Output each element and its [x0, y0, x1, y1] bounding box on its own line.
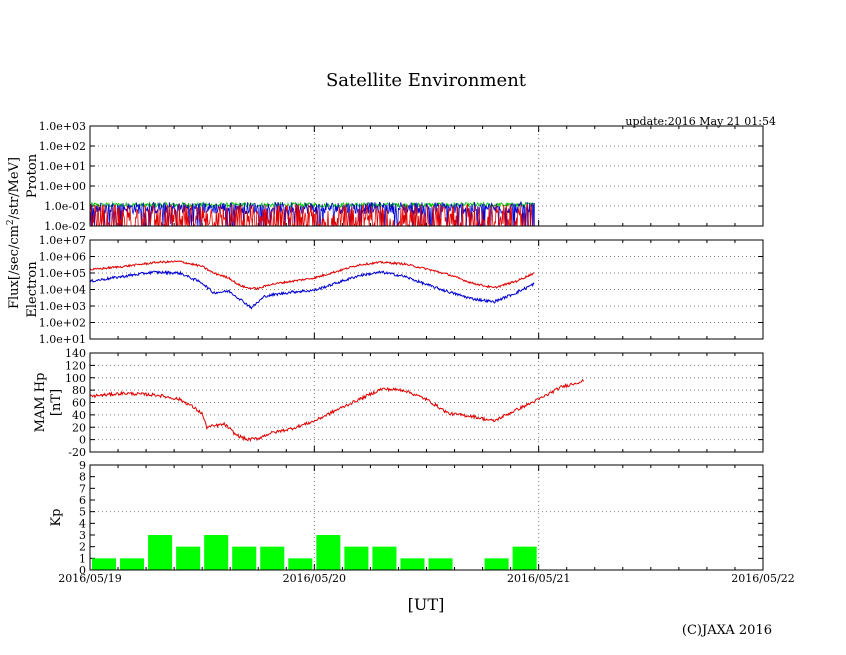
x-tick-label: 2016/05/19 — [58, 572, 121, 585]
y-tick-label: 9 — [79, 459, 86, 472]
series-red-line — [89, 259, 535, 291]
y-tick-label: 3 — [79, 529, 86, 542]
y-tick-label: 1.0e+05 — [39, 267, 86, 280]
y-tick-label: 1.0e+04 — [39, 284, 86, 297]
series-blue-line — [89, 200, 535, 227]
y-tick-label: 140 — [65, 347, 86, 360]
kp-bar — [204, 535, 229, 570]
kp-bar — [372, 546, 397, 570]
flux-label-superscript: 2 — [6, 219, 16, 225]
kp-bar — [288, 558, 313, 570]
y-tick-label: 1.0e+01 — [39, 333, 86, 346]
panel-frame — [89, 352, 764, 453]
x-tick-label: 2016/05/22 — [731, 572, 794, 585]
y-tick-label: 80 — [72, 384, 86, 397]
y-tick-label: 0 — [79, 564, 86, 577]
y-tick-label: 100 — [65, 372, 86, 385]
y-tick-label: 1.0e+03 — [39, 300, 86, 313]
y-tick-label: 8 — [79, 471, 86, 484]
kp-bar — [344, 546, 369, 570]
kp-bar — [400, 558, 425, 570]
y-tick-label: 1.0e+02 — [39, 317, 86, 330]
panel-electron-label: Electron — [25, 261, 40, 318]
x-axis-title: [UT] — [408, 595, 445, 614]
copyright-text: (C)JAXA 2016 — [682, 623, 772, 638]
x-tick-label: 2016/05/20 — [283, 572, 346, 585]
panel-frame — [89, 239, 764, 340]
panel-frame — [89, 125, 764, 227]
y-tick-label: 1.0e+00 — [39, 180, 86, 193]
y-tick-label: 1.0e-01 — [44, 200, 86, 213]
kp-bar — [120, 558, 145, 570]
y-tick-label: 1.0e+03 — [39, 120, 86, 133]
kp-bar — [176, 546, 201, 570]
y-tick-label: 0 — [79, 434, 86, 447]
y-tick-label: 6 — [79, 494, 86, 507]
y-tick-label: 1.0e-02 — [44, 220, 86, 233]
y-tick-label: 1.0e+07 — [39, 234, 86, 247]
kp-bar — [92, 558, 117, 570]
series-blue-line — [89, 270, 535, 310]
panel-proton-label: Proton — [25, 153, 40, 198]
y-tick-label: 60 — [72, 397, 86, 410]
chart-title: Satellite Environment — [326, 70, 527, 91]
y-tick-label: 1.0e+01 — [39, 160, 86, 173]
panel-kp-label: Kp — [49, 508, 64, 526]
x-tick-label: 2016/05/21 — [507, 572, 570, 585]
y-tick-label: 120 — [65, 359, 86, 372]
kp-bar — [316, 535, 341, 570]
y-tick-label: 1.0e+06 — [39, 251, 86, 264]
y-tick-label: 40 — [72, 409, 86, 422]
panel-mam-unit: [nT] — [49, 389, 64, 416]
y-tick-label: 7 — [79, 482, 86, 495]
y-tick-label: 4 — [79, 517, 86, 530]
y-tick-label: 5 — [79, 506, 86, 519]
panel-electron: 1.0e+01 1.0e+02 1.0e+03 1.0e+04 1.0e+05 1.0e+… — [25, 234, 764, 346]
kp-bar — [260, 546, 285, 570]
kp-bar — [484, 558, 509, 570]
y-tick-label: 1 — [79, 552, 86, 565]
y-tick-label: -20 — [68, 446, 86, 459]
series-red-line — [89, 378, 584, 443]
flux-label-part2: /str/MeV] — [7, 157, 22, 219]
kp-bar — [512, 546, 537, 570]
y-tick-label: 20 — [72, 421, 86, 434]
kp-bar — [232, 546, 257, 570]
panel-proton: 1.0e-02 1.0e-01 1.0e+00 1.0e+01 1.0e+02 1.0e+… — [25, 120, 764, 233]
y-tick-label: 1.0e+02 — [39, 140, 86, 153]
flux-label-part1: Flux[/sec/cm — [7, 225, 22, 309]
update-timestamp: update:2016 May 21 01:54 — [625, 115, 776, 128]
y-tick-label: 2 — [79, 541, 86, 554]
kp-bar — [428, 558, 453, 570]
panel-mam-label: MAM Hp — [33, 373, 48, 433]
flux-axis-title: Flux[/sec/cm2/str/MeV] — [6, 157, 22, 309]
panel-frame — [89, 464, 764, 571]
kp-bar — [148, 535, 173, 570]
series-red-line — [89, 203, 535, 228]
panels-group: 1.0e-021.0e-011.0e+001.0e+011.0e+021.0e+… — [6, 120, 795, 585]
